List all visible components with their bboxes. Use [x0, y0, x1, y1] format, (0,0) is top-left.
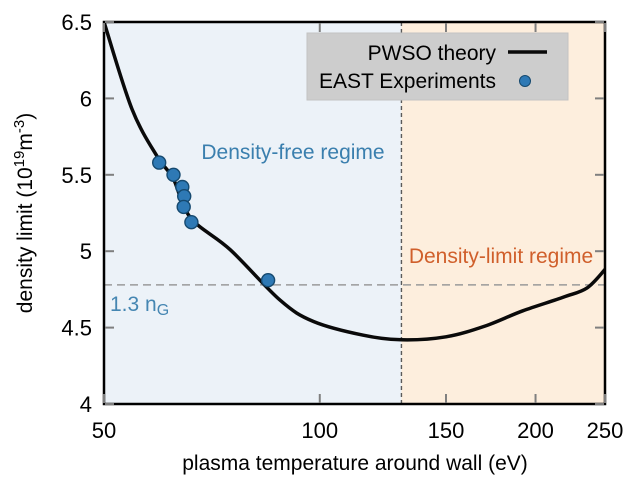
y-axis-label-part: 19 [11, 151, 28, 168]
x-tick-label: 100 [301, 418, 338, 443]
data-point [151, 155, 167, 170]
legend-dot-sample [519, 75, 531, 87]
y-axis-label: density limit (1019m-3) [11, 113, 37, 313]
y-axis-label-part: -3 [11, 120, 28, 133]
legend-label-pwso-theory: PWSO theory [368, 42, 497, 65]
x-tick-label: 200 [517, 418, 554, 443]
legend: PWSO theory EAST Experiments [306, 32, 569, 101]
y-tick-label: 4.5 [61, 316, 92, 341]
y-axis-label-part: m [14, 133, 37, 151]
plot-frame [102, 20, 607, 406]
data-point [260, 273, 276, 288]
legend-box [306, 32, 569, 101]
data-point [176, 199, 191, 215]
data-point [184, 214, 199, 230]
y-axis-label-part: ) [14, 113, 37, 120]
y-tick-label: 6 [80, 86, 92, 111]
annotation-density-limit-regime: Density-limit regime [409, 245, 593, 268]
x-axis-label: plasma temperature around wall (eV) [182, 452, 528, 475]
x-tick-label: 150 [428, 418, 465, 443]
y-tick-label: 6.5 [61, 10, 92, 35]
legend-label-east-experiments: EAST Experiments [319, 70, 496, 93]
y-axis-label-part: density limit (10 [14, 167, 37, 313]
greenwald-subscript: G [157, 302, 169, 319]
y-tick-label: 4 [80, 392, 92, 417]
x-tick-label: 50 [92, 418, 116, 443]
y-tick-label: 5.5 [61, 163, 92, 188]
data-point [166, 167, 181, 183]
x-tick-label: 250 [587, 418, 624, 443]
y-tick-label: 5 [80, 239, 92, 264]
annotation-density-free-regime: Density-free regime [201, 141, 384, 164]
